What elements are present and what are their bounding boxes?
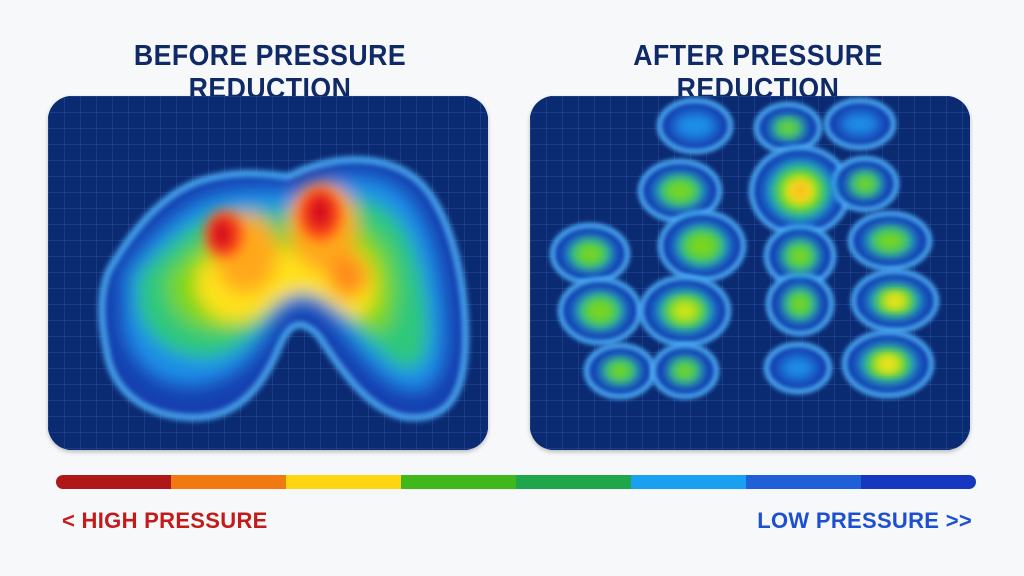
pressure-zone	[854, 175, 876, 193]
scale-segment	[516, 475, 631, 489]
pressure-zone	[674, 362, 696, 380]
scale-segment	[171, 475, 286, 489]
scale-segment	[286, 475, 401, 489]
pressure-zone	[672, 301, 698, 321]
pressure-zone	[788, 245, 812, 267]
scale-segment	[56, 475, 171, 489]
pressure-zone	[575, 243, 605, 265]
pressure-color-scale	[56, 475, 976, 489]
before-heatmap-panel	[48, 96, 488, 450]
scale-segment	[401, 475, 516, 489]
pressure-zone	[874, 231, 906, 251]
before-heatmap	[48, 96, 488, 450]
after-heatmap-panel	[530, 96, 970, 450]
before-title: BEFORE PRESSURE REDUCTION	[133, 40, 407, 105]
pressure-zone	[878, 357, 898, 371]
after-heatmap	[530, 96, 970, 450]
pressure-zone	[840, 112, 880, 136]
pressure-zone	[584, 299, 616, 323]
pressure-zone	[685, 232, 719, 260]
pressure-zone	[886, 295, 904, 307]
scale-segment	[861, 475, 976, 489]
high-pressure-label: < HIGH PRESSURE	[62, 508, 268, 533]
scale-segment	[746, 475, 861, 489]
scale-segment	[631, 475, 746, 489]
pressure-zone	[780, 356, 816, 380]
pressure-zone	[673, 112, 717, 140]
pressure-zone	[789, 293, 811, 315]
low-pressure-label: LOW PRESSURE >>	[757, 508, 972, 533]
pressure-zone	[777, 120, 799, 136]
pressure-zone	[664, 180, 696, 202]
pressure-zone	[792, 183, 808, 199]
pressure-zone	[608, 362, 632, 380]
